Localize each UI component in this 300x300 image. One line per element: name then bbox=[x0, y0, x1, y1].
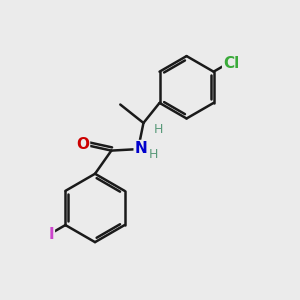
Text: I: I bbox=[48, 227, 54, 242]
Text: H: H bbox=[149, 148, 158, 161]
Text: H: H bbox=[154, 123, 163, 136]
Text: Cl: Cl bbox=[223, 56, 239, 70]
Text: O: O bbox=[76, 137, 89, 152]
Text: N: N bbox=[135, 141, 148, 156]
